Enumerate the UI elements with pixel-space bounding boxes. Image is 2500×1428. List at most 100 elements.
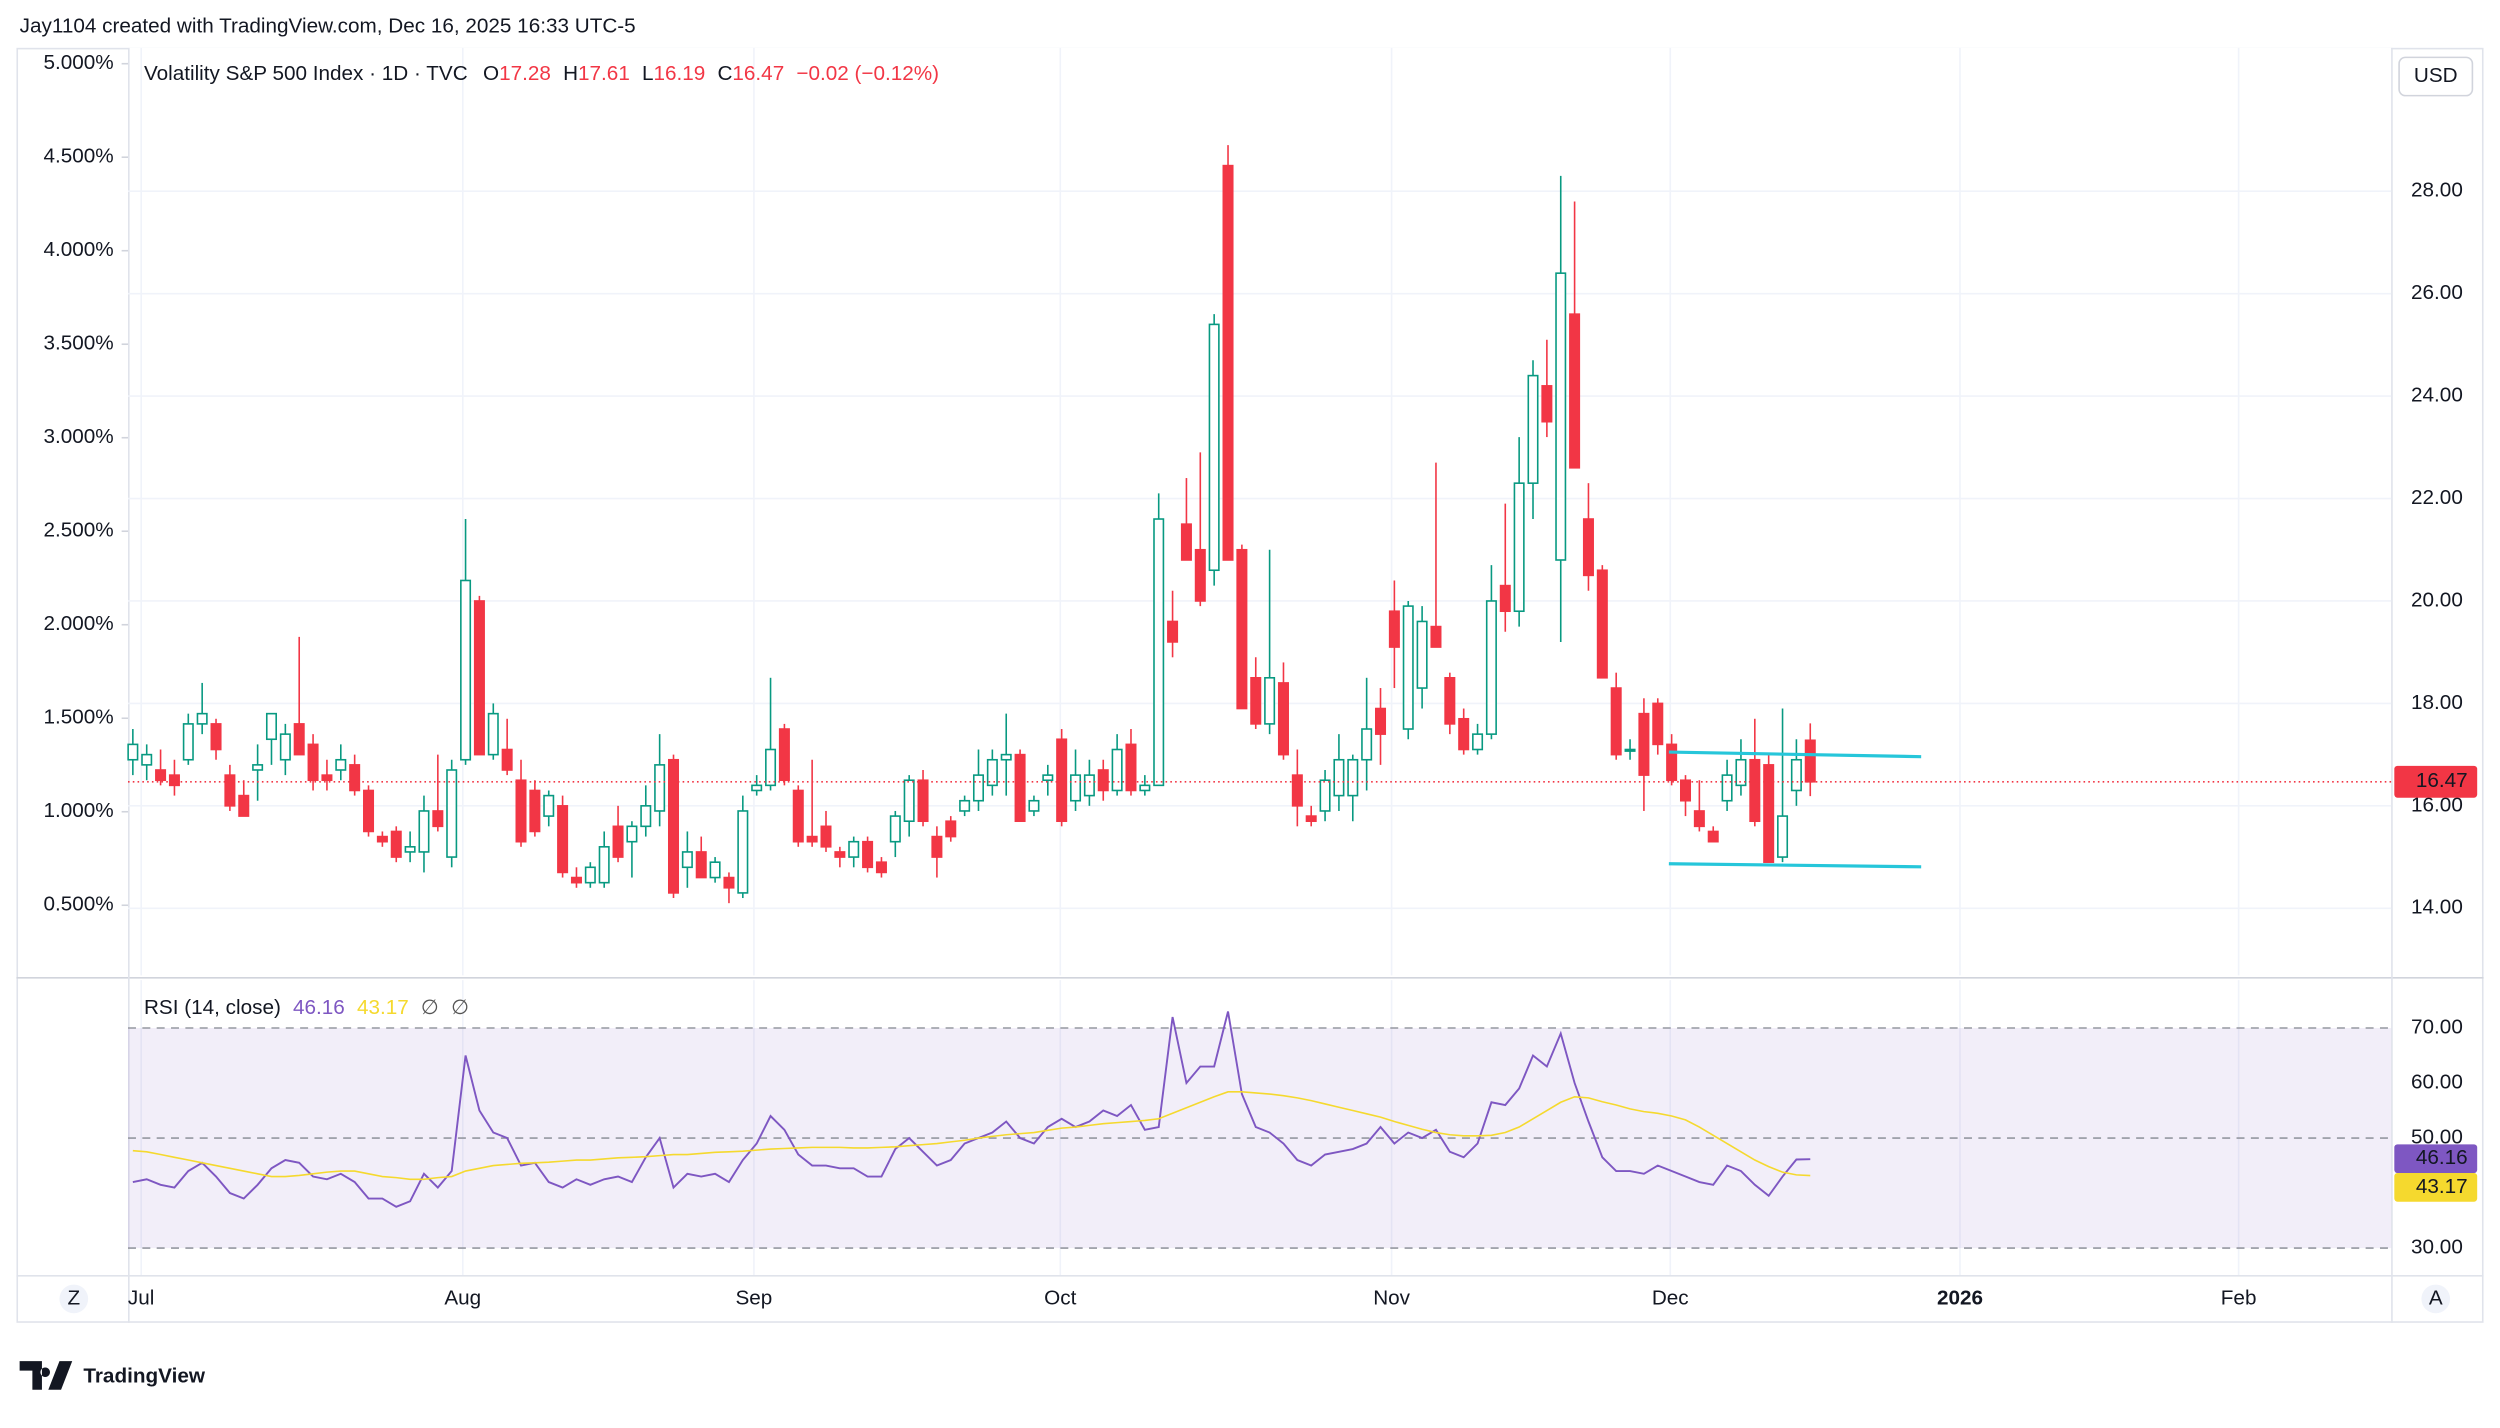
candle-body: [889, 815, 901, 843]
candle-body: [681, 851, 693, 869]
candle-body: [1763, 764, 1775, 863]
candle-body: [1638, 712, 1650, 776]
candle-body: [487, 712, 499, 756]
plot-area: [128, 47, 2392, 1275]
rsi-value-label: 43.17: [2416, 1175, 2468, 1198]
candle-body: [1666, 743, 1678, 782]
ohlc-value: 17.61: [578, 62, 630, 85]
ohlc-key: H: [563, 62, 578, 85]
x-tick-label: Aug: [444, 1286, 481, 1309]
candle-body: [986, 758, 998, 787]
candle-body: [1375, 707, 1387, 735]
candle-body: [765, 748, 777, 787]
candle-body: [182, 723, 194, 761]
candle-body: [1208, 323, 1220, 572]
candle-body: [1000, 753, 1012, 761]
y2-tick-label: 4.000%: [43, 238, 113, 261]
candle-body: [1416, 620, 1428, 689]
candle-body: [363, 789, 375, 833]
candle-body: [1458, 717, 1470, 751]
candle-body: [1596, 569, 1608, 679]
candle-body: [1277, 682, 1289, 756]
candle-body: [238, 794, 250, 817]
rsi-ma-value: 43.17: [357, 996, 409, 1019]
logo: TradingView: [19, 1361, 206, 1390]
candle-body: [1083, 774, 1095, 797]
candle-body: [446, 769, 458, 858]
candle-body: [1291, 774, 1303, 807]
y-tick-label: 18.00: [2411, 691, 2463, 714]
candle-body: [1790, 758, 1802, 792]
last-price-tag: [2394, 765, 2478, 798]
rsi-line: [132, 1011, 1811, 1208]
rsi-value-label: 46.16: [2416, 1146, 2468, 1169]
candle-body: [141, 753, 153, 766]
candle-body: [751, 784, 763, 792]
candle-body: [349, 764, 361, 792]
candle-body: [390, 830, 402, 858]
candle-body: [848, 840, 860, 858]
ohlc-key: L: [642, 62, 654, 85]
candle-body: [903, 779, 915, 823]
z-label[interactable]: Z: [67, 1286, 80, 1309]
y2-tick-label: 3.500%: [43, 332, 113, 355]
x-tick-label: Sep: [735, 1286, 772, 1309]
y-tick-label: 24.00: [2411, 384, 2463, 407]
legend: Volatility S&P 500 Index · 1D · TVC O17.…: [144, 62, 939, 85]
y2-tick-label: 1.000%: [43, 799, 113, 822]
candle-body: [1097, 769, 1109, 792]
y-tick-label: 20.00: [2411, 588, 2463, 611]
candle-body: [1222, 164, 1234, 561]
candle-body: [1749, 758, 1761, 823]
y2-tick-label: 1.500%: [43, 706, 113, 729]
trendline: [1668, 750, 1922, 759]
candle-body: [820, 825, 832, 848]
candle-body: [570, 876, 582, 884]
candle-body: [279, 733, 291, 761]
candle-body: [307, 743, 319, 782]
rsi-value-tag: [2394, 1173, 2478, 1202]
candle-body: [1624, 748, 1636, 752]
y-tick-label: 28.00: [2411, 179, 2463, 202]
candle-body: [1014, 753, 1026, 823]
candle-body: [1180, 523, 1192, 561]
candle-body: [1582, 518, 1594, 577]
candle-body: [1721, 774, 1733, 802]
y-tick-label: 16.00: [2411, 793, 2463, 816]
candle-body: [224, 774, 236, 807]
y2-tick-label: 5.000%: [43, 51, 113, 74]
ohlc-value: 17.28: [499, 62, 551, 85]
x-tick-label: Nov: [1373, 1286, 1410, 1309]
candle-body: [1707, 830, 1719, 843]
rsi-tick-label: 70.00: [2411, 1015, 2463, 1038]
candle-body: [321, 774, 333, 782]
candle-body: [598, 846, 610, 884]
auto-label[interactable]: A: [2429, 1286, 2443, 1309]
auto-button[interactable]: [2421, 1284, 2451, 1314]
candle-body: [654, 764, 666, 812]
candle-body: [1347, 758, 1359, 797]
ohlc-value: 16.19: [654, 62, 706, 85]
candle-body: [418, 810, 430, 853]
candle-body: [1804, 739, 1816, 783]
rsi-value-tag: [2394, 1144, 2478, 1173]
z-button[interactable]: [59, 1284, 89, 1314]
candle-body: [501, 748, 513, 771]
ohlc-key: C: [717, 62, 732, 85]
candle-body: [1070, 774, 1082, 802]
candle-body: [709, 861, 721, 879]
candle-body: [1430, 625, 1442, 648]
candle-body: [557, 805, 569, 874]
currency-button[interactable]: [2398, 56, 2474, 97]
candle-body: [1139, 784, 1151, 792]
trendline: [1668, 862, 1922, 869]
candle-body: [667, 758, 680, 894]
candle-body: [1513, 482, 1525, 613]
currency-label[interactable]: USD: [2414, 64, 2458, 87]
candle-body: [529, 789, 541, 833]
candle-body: [972, 774, 985, 802]
x-tick-label: Jul: [128, 1286, 154, 1309]
candle-body: [1652, 702, 1664, 746]
last-price-label: 16.47: [2416, 769, 2468, 792]
